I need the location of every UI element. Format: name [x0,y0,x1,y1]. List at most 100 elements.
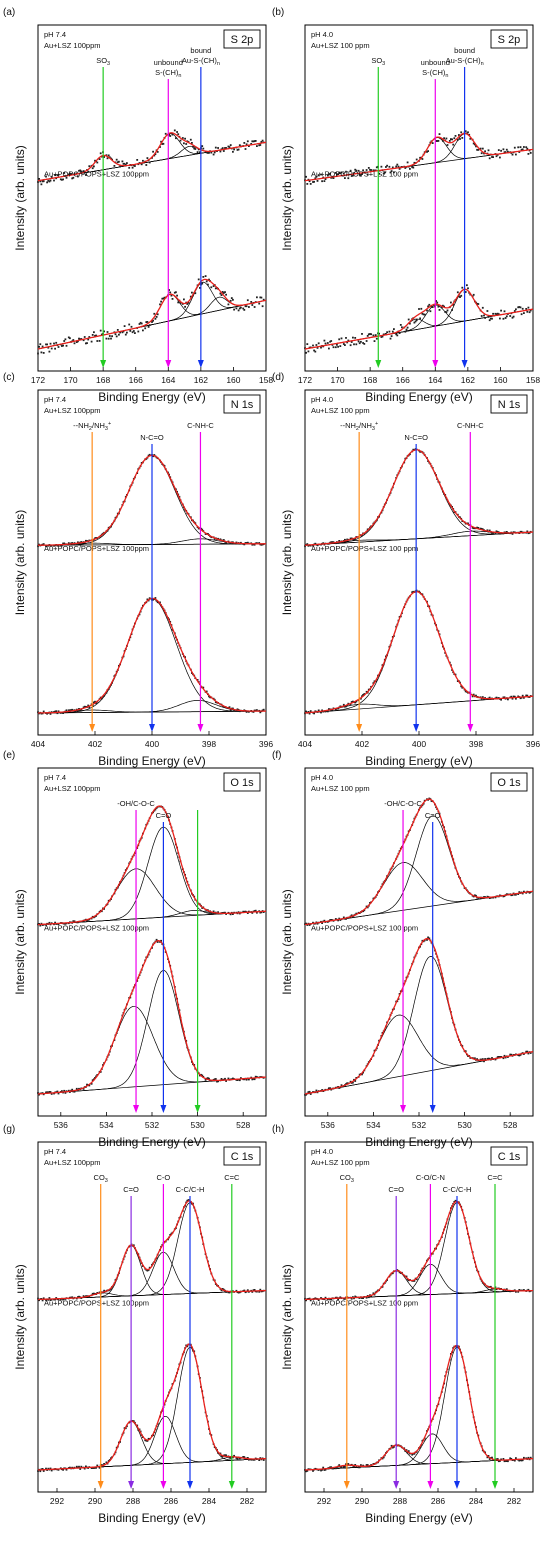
data-point [513,695,516,698]
peak-marker-arrow [165,360,172,368]
data-point [254,140,257,142]
element-badge: C 1s [498,1151,521,1163]
data-point [339,919,342,921]
data-point [361,1073,363,1076]
data-point [337,919,339,922]
data-point [244,148,247,150]
plot-frame [37,767,267,1117]
data-point [73,920,76,923]
data-point [338,1464,341,1466]
data-point [134,332,136,334]
data-point [523,312,525,314]
data-point [246,541,249,544]
peak-marker-label: C=O [156,811,172,820]
data-point [71,708,74,711]
data-point [373,340,376,342]
data-point [224,147,226,149]
data-point [57,346,60,348]
data-point [354,168,357,171]
data-point [148,1266,151,1269]
data-point [99,1071,102,1073]
data-point [362,342,364,344]
data-point [526,530,529,533]
data-point [251,912,254,914]
data-point [471,695,474,698]
data-point [496,1056,499,1058]
data-point [328,347,330,350]
data-point [521,1459,524,1462]
data-point [260,141,263,143]
element-badge: C 1s [231,1151,254,1163]
data-point [520,530,523,533]
data-point [369,333,371,335]
plot-frame [304,767,534,1117]
data-point [229,709,232,711]
data-point [304,712,306,715]
data-point [388,330,391,333]
data-point [62,1298,64,1301]
x-tick-label: 284 [469,1496,483,1506]
peak-marker-arrow [128,1481,135,1489]
data-point [411,166,414,169]
data-point [332,177,335,179]
peak-marker-arrow [427,1481,434,1489]
data-point [519,530,522,533]
fit-envelope [37,278,267,350]
data-point [250,301,253,303]
data-point [153,154,156,157]
data-point [390,1444,393,1447]
data-point [305,1299,307,1302]
data-point [515,1457,517,1459]
data-point [428,303,431,306]
panel-tag: (h) [272,1124,284,1135]
sample-label-top: Au+LSZ 100 ppm [311,41,370,50]
x-tick-label: 530 [191,1120,205,1130]
data-point [55,1297,58,1299]
data-point [256,1076,258,1078]
data-point [106,157,109,160]
data-point [156,941,159,943]
data-point [370,333,372,336]
data-point [152,319,154,322]
peak-marker-label: C=O [123,1185,139,1194]
data-point [521,148,524,151]
data-point [45,343,47,346]
data-point [367,688,370,691]
data-point [63,172,66,174]
data-point [389,171,392,174]
x-tick-label: 160 [493,375,507,385]
data-point [345,705,347,708]
data-point [179,139,182,142]
data-point [99,152,102,155]
data-point [229,542,232,545]
data-point [481,696,484,698]
data-point [171,133,174,136]
data-point [261,709,264,712]
element-badge: N 1s [231,399,254,411]
data-point [71,1088,74,1091]
data-point [450,301,452,304]
element-badge: S 2p [231,34,254,46]
data-point [526,147,529,150]
data-point [54,1298,56,1301]
data-point [256,911,258,914]
data-point [446,309,449,312]
data-point [262,298,265,301]
data-point [526,694,529,697]
peak-marker-arrow [413,724,420,732]
data-point [334,1467,337,1470]
data-point [476,1058,478,1060]
data-point [194,148,197,150]
data-point [461,686,464,689]
data-point [488,1458,491,1460]
data-point [75,543,78,545]
data-point [357,169,360,172]
data-point [253,1289,256,1291]
data-point [304,347,306,349]
data-point [523,146,525,148]
data-point [366,1464,369,1466]
data-point [228,146,231,148]
data-point [47,346,50,349]
data-point [307,711,310,713]
data-point [350,701,353,703]
